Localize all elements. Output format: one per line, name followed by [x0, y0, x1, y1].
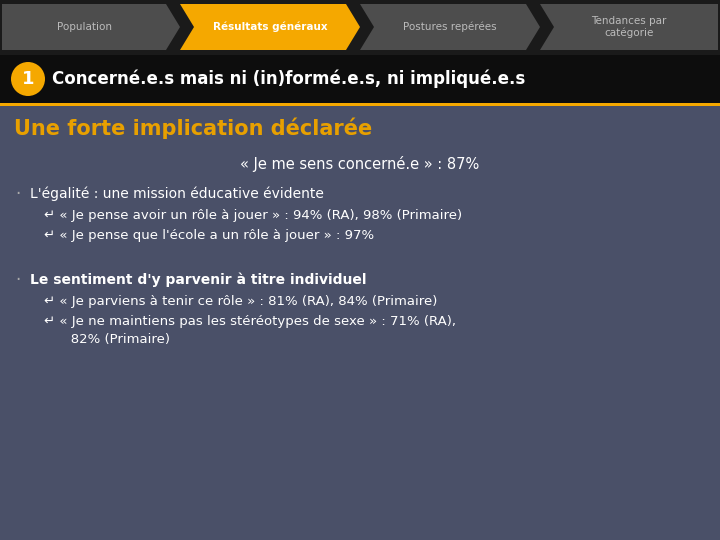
Text: Résultats généraux: Résultats généraux	[212, 22, 328, 32]
Polygon shape	[2, 4, 180, 50]
Text: ↵ « Je pense que l'école a un rôle à jouer » : 97%: ↵ « Je pense que l'école a un rôle à jou…	[44, 230, 374, 242]
Text: « Je me sens concerné.e » : 87%: « Je me sens concerné.e » : 87%	[240, 156, 480, 172]
Text: Une forte implication déclarée: Une forte implication déclarée	[14, 117, 372, 139]
Text: 1: 1	[22, 70, 35, 88]
Text: L'égalité : une mission éducative évidente: L'égalité : une mission éducative éviden…	[30, 187, 324, 201]
Text: ↵ « Je parviens à tenir ce rôle » : 81% (RA), 84% (Primaire): ↵ « Je parviens à tenir ce rôle » : 81% …	[44, 295, 437, 308]
Text: ·: ·	[15, 271, 21, 289]
Text: Le sentiment d'y parvenir à titre individuel: Le sentiment d'y parvenir à titre indivi…	[30, 273, 366, 287]
Text: 82% (Primaire): 82% (Primaire)	[58, 334, 170, 347]
Bar	[0, 103, 720, 106]
Text: Population: Population	[58, 22, 112, 32]
Text: ↵ « Je ne maintiens pas les stéréotypes de sexe » : 71% (RA),: ↵ « Je ne maintiens pas les stéréotypes …	[44, 315, 456, 328]
Polygon shape	[540, 4, 718, 50]
Bar	[0, 0, 720, 55]
Polygon shape	[360, 4, 540, 50]
Text: Concerné.e.s mais ni (in)formé.e.s, ni impliqué.e.s: Concerné.e.s mais ni (in)formé.e.s, ni i…	[52, 70, 526, 88]
Circle shape	[11, 62, 45, 96]
Text: Postures repérées: Postures repérées	[403, 22, 497, 32]
Text: ↵ « Je pense avoir un rôle à jouer » : 94% (RA), 98% (Primaire): ↵ « Je pense avoir un rôle à jouer » : 9…	[44, 210, 462, 222]
Polygon shape	[180, 4, 360, 50]
Text: Tendances par
catégorie: Tendances par catégorie	[591, 16, 667, 38]
Bar	[0, 55, 720, 103]
Text: ·: ·	[15, 185, 21, 203]
